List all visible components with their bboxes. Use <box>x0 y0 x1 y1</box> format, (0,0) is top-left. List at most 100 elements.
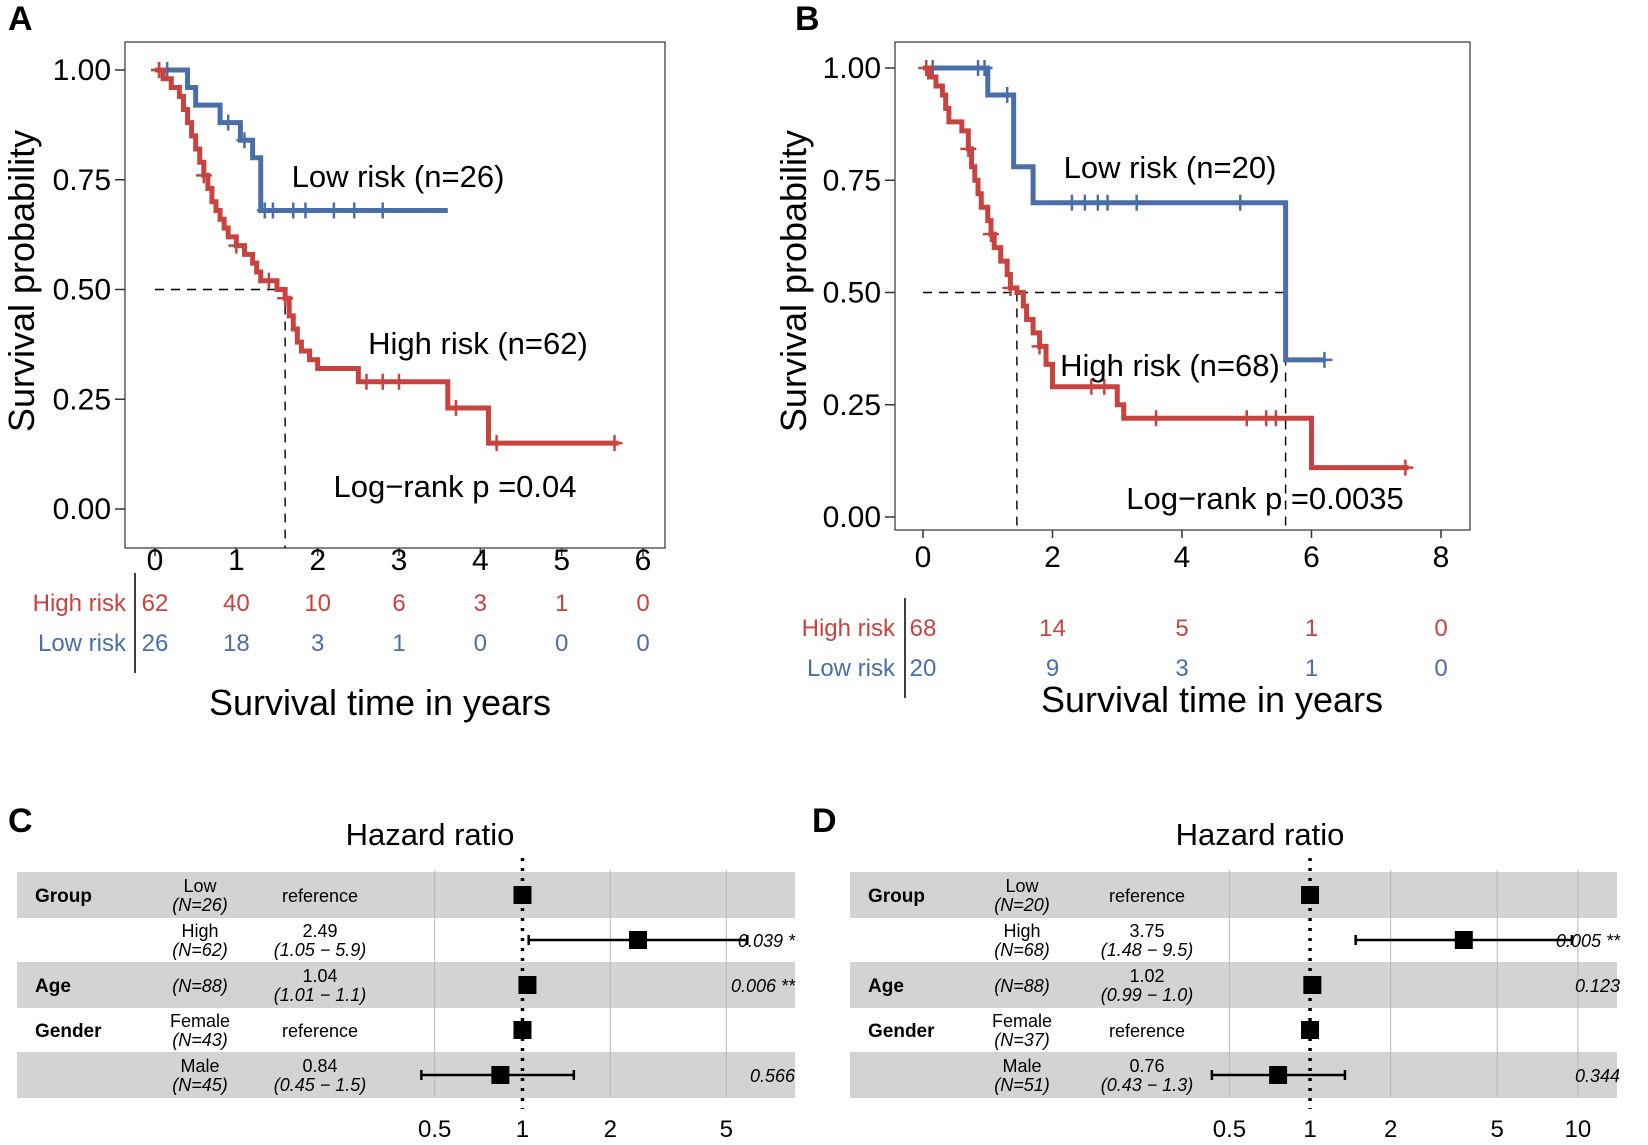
x-tick-label: 3 <box>391 544 408 577</box>
risk-row-label: Low risk <box>38 630 127 657</box>
x-tick-label: 5 <box>720 1116 733 1143</box>
risk-value: 10 <box>304 590 331 617</box>
log-rank-label: Log−rank p =0.0035 <box>1126 481 1404 516</box>
x-tick-label: 5 <box>553 544 570 577</box>
risk-value: 5 <box>1175 615 1188 642</box>
row-band <box>17 872 795 918</box>
variable-label: Gender <box>868 1021 935 1042</box>
level-label: High <box>1003 921 1040 941</box>
censor-mark <box>982 226 999 243</box>
n-label: (N=62) <box>172 940 228 960</box>
censor-mark <box>297 202 314 219</box>
n-label: (N=88) <box>172 976 228 996</box>
censor-mark <box>960 140 977 157</box>
estimate: reference <box>282 1021 358 1041</box>
risk-row-label: High risk <box>33 590 127 617</box>
x-tick-label: 2 <box>1044 541 1061 574</box>
censor-mark <box>1002 280 1019 297</box>
variable-label: Group <box>868 886 925 907</box>
ci-label: (0.45 − 1.5) <box>274 1075 367 1095</box>
hr-point <box>1454 931 1473 949</box>
n-label: (N=43) <box>172 1030 228 1050</box>
estimate: 0.84 <box>302 1056 337 1076</box>
hr-point <box>1301 886 1320 904</box>
x-tick-label: 4 <box>472 544 489 577</box>
x-tick-label: 2 <box>1384 1116 1397 1143</box>
level-label: Female <box>992 1011 1052 1031</box>
plot-frame <box>124 41 666 549</box>
km-curve-high <box>155 67 619 446</box>
risk-value: 1 <box>392 630 405 657</box>
estimate: 1.04 <box>302 966 337 986</box>
risk-value: 9 <box>1046 655 1059 682</box>
censor-mark <box>220 114 237 131</box>
risk-row-label: Low risk <box>807 655 896 682</box>
censor-mark <box>1148 410 1165 427</box>
estimate: 2.49 <box>302 921 337 941</box>
y-tick-label: 1.00 <box>823 52 881 85</box>
risk-value: 68 <box>910 615 937 642</box>
risk-value: 18 <box>223 630 250 657</box>
censor-mark <box>1316 351 1333 368</box>
censor-mark <box>488 435 505 452</box>
censor-mark <box>346 202 363 219</box>
estimate: reference <box>1109 1021 1185 1041</box>
risk-value: 1 <box>1305 655 1318 682</box>
series-label-high: High risk (n=62) <box>368 326 588 361</box>
n-label: (N=88) <box>994 976 1050 996</box>
risk-value: 0 <box>636 590 649 617</box>
ci-label: (1.01 − 1.1) <box>274 985 367 1005</box>
p-value: 0.344 <box>1575 1066 1620 1086</box>
x-tick-label: 4 <box>1174 541 1191 574</box>
x-tick-label: 2 <box>604 1116 617 1143</box>
row-band <box>850 872 1617 918</box>
y-tick-label: 0.25 <box>53 383 111 416</box>
n-label: (N=26) <box>172 895 228 915</box>
panel-label-a: A <box>8 0 33 38</box>
risk-value: 3 <box>474 590 487 617</box>
y-tick-label: 1.00 <box>53 54 111 87</box>
hr-point <box>491 1066 510 1084</box>
forest-plot-c: Hazard ratio 0.5 1 2 5 Group Low(N=26) referenc… <box>17 817 796 1143</box>
ci-label: (1.05 − 5.9) <box>274 940 367 960</box>
censor-mark <box>358 373 375 390</box>
censor-mark <box>1096 378 1113 395</box>
y-axis-label: Survival probability <box>1 130 42 432</box>
y-tick-label: 0.50 <box>53 274 111 307</box>
censor-mark <box>1128 194 1145 211</box>
censor-mark <box>195 167 212 184</box>
x-axis-label: Survival time in years <box>209 682 551 723</box>
x-tick-label: 0.5 <box>418 1116 451 1143</box>
n-label: (N=45) <box>172 1075 228 1095</box>
censor-mark <box>151 62 168 78</box>
y-tick-label: 0.50 <box>823 277 881 310</box>
variable-label: Group <box>35 886 92 907</box>
variable-label: Age <box>868 976 904 997</box>
n-label: (N=37) <box>994 1030 1050 1050</box>
level-label: Low <box>183 876 217 896</box>
censor-mark <box>264 202 281 219</box>
risk-value: 0 <box>555 630 568 657</box>
risk-value: 40 <box>223 590 250 617</box>
estimate: 1.02 <box>1129 966 1164 986</box>
censor-mark <box>277 290 294 307</box>
risk-value: 0 <box>1434 615 1447 642</box>
ci-label: (0.99 − 1.0) <box>1101 985 1194 1005</box>
row-band <box>850 962 1617 1008</box>
x-tick-label: 1 <box>516 1116 529 1143</box>
x-tick-label: 0.5 <box>1213 1116 1246 1143</box>
hr-point <box>1301 1021 1320 1039</box>
risk-value: 3 <box>1175 655 1188 682</box>
risk-value: 26 <box>142 630 169 657</box>
level-label: Male <box>180 1056 219 1076</box>
x-tick-label: 10 <box>1565 1116 1592 1143</box>
n-label: (N=20) <box>994 895 1050 915</box>
risk-value: 0 <box>474 630 487 657</box>
km-curve-low <box>923 65 1325 363</box>
x-axis-label: Survival time in years <box>1041 679 1383 720</box>
x-tick-label: 6 <box>1303 541 1320 574</box>
estimate: 0.76 <box>1129 1056 1164 1076</box>
forest-title: Hazard ratio <box>346 817 515 852</box>
risk-value: 1 <box>555 590 568 617</box>
